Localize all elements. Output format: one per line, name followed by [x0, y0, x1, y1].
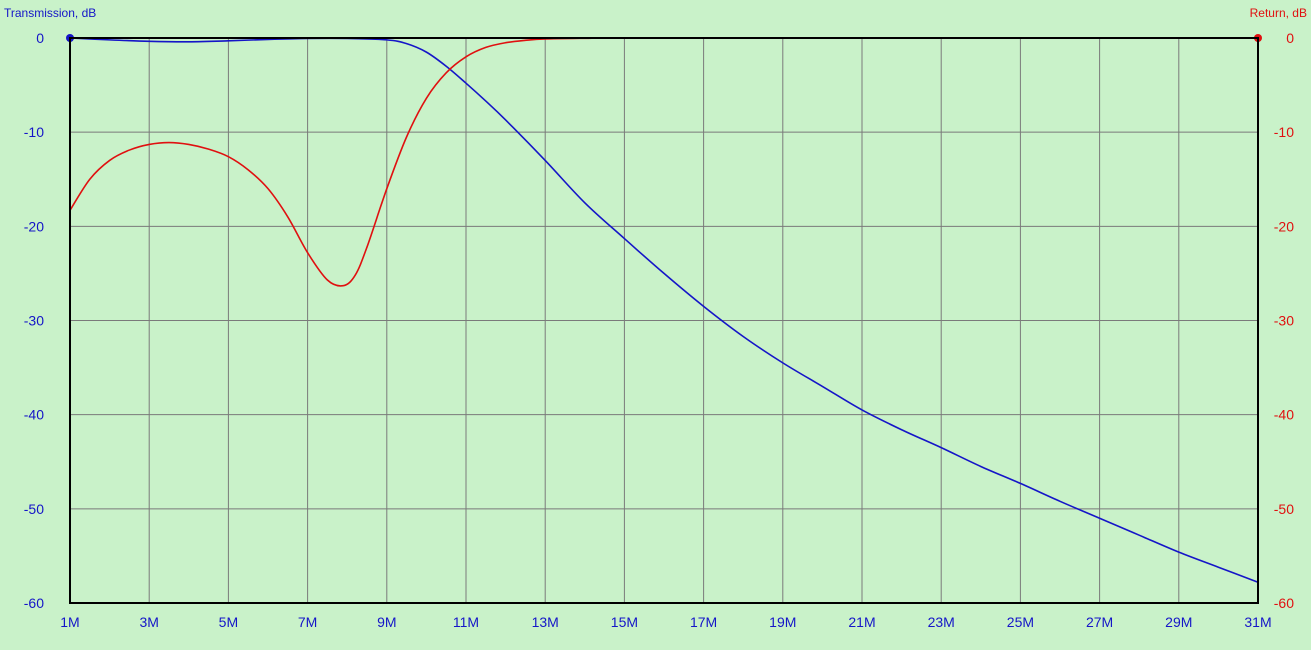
- x-tick-label: 19M: [769, 614, 796, 630]
- return-curve: [69, 37, 1258, 287]
- y-left-tick-label: -40: [24, 407, 44, 423]
- x-tick-label: 23M: [928, 614, 955, 630]
- x-tick-label: 27M: [1086, 614, 1113, 630]
- y-right-tick-label: -30: [1274, 313, 1294, 329]
- y-right-tick-label: -40: [1274, 407, 1294, 423]
- x-tick-label: 9M: [377, 614, 396, 630]
- labels-layer: 1M 3M 5M 7M 9M 11M 13M 15M 17M 19M 21M 23M 25M 27M 29M…: [24, 30, 1294, 630]
- y-left-tick-label: 0: [36, 30, 44, 46]
- x-tick-label: 5M: [219, 614, 238, 630]
- x-tick-label: 11M: [453, 614, 479, 630]
- y-left-tick-label: -60: [24, 595, 44, 611]
- right-axis-title: Return, dB: [1250, 6, 1307, 20]
- y-right-tick-label: 0: [1286, 30, 1294, 46]
- x-tick-label: 31M: [1244, 614, 1271, 630]
- plot-frame: [69, 37, 1259, 604]
- x-tick-label: 7M: [298, 614, 317, 630]
- x-tick-label: 15M: [611, 614, 638, 630]
- y-right-tick-label: -50: [1274, 501, 1294, 517]
- x-tick-label: 25M: [1007, 614, 1034, 630]
- y-left-tick-label: -20: [24, 218, 44, 234]
- y-right-tick-label: -60: [1274, 595, 1294, 611]
- x-tick-label: 21M: [848, 614, 875, 630]
- y-left-tick-label: -50: [24, 501, 44, 517]
- x-tick-label: 13M: [532, 614, 559, 630]
- y-right-tick-label: -10: [1274, 124, 1294, 140]
- y-right-tick-label: -20: [1274, 218, 1294, 234]
- x-tick-label: 3M: [139, 614, 158, 630]
- y-left-tick-label: -30: [24, 313, 44, 329]
- x-tick-label: 29M: [1165, 614, 1192, 630]
- left-axis-title: Transmission, dB: [4, 6, 96, 20]
- x-tick-label: 1M: [60, 614, 79, 630]
- x-tick-label: 17M: [690, 614, 717, 630]
- series-layer: [66, 34, 1262, 584]
- transmission-curve: [69, 37, 1259, 584]
- grid-layer: [70, 38, 1258, 603]
- y-left-tick-label: -10: [24, 124, 44, 140]
